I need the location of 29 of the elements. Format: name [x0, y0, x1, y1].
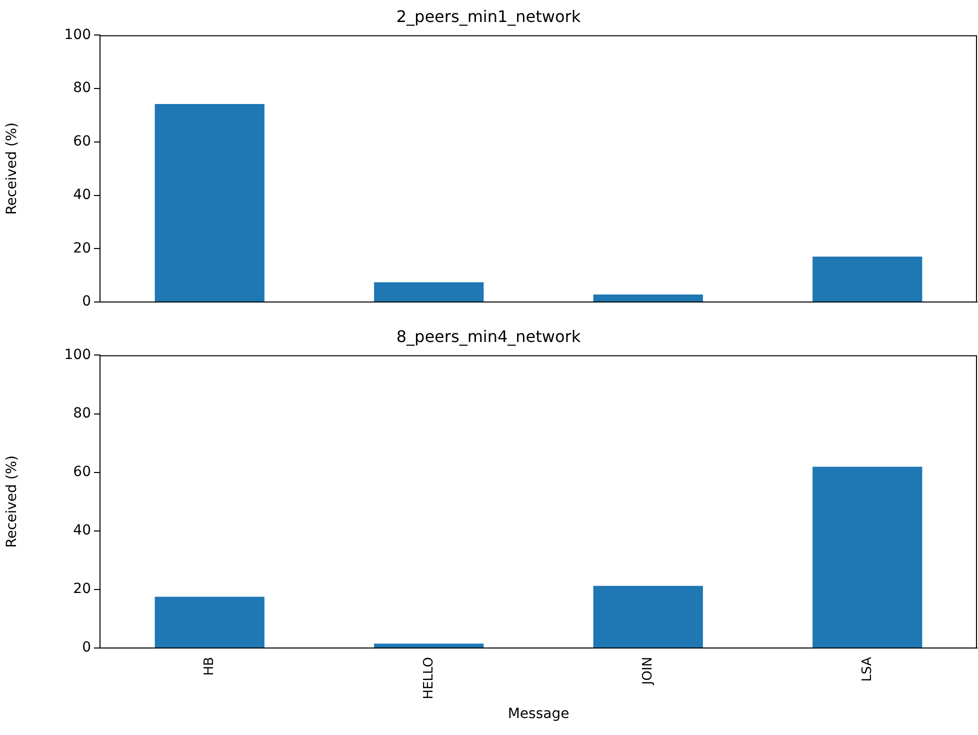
y-tick-label: 60 — [73, 464, 91, 480]
x-tick-label: HELLO — [421, 656, 436, 700]
x-tick-label: LSA — [860, 656, 875, 682]
y-tick-label: 0 — [82, 294, 91, 310]
bar — [593, 586, 703, 648]
y-tick-label: 0 — [82, 640, 91, 656]
y-tick-label: 100 — [64, 26, 91, 43]
bar — [593, 294, 703, 302]
y-axis-title: Received (%) — [4, 455, 20, 548]
x-tick-label: JOIN — [640, 656, 656, 686]
y-tick-label: 100 — [64, 346, 91, 363]
y-tick-label: 20 — [73, 240, 91, 256]
y-tick-label: 80 — [73, 80, 91, 96]
bar — [374, 644, 484, 648]
y-tick-label: 40 — [73, 186, 91, 203]
y-axis-title: Received (%) — [4, 122, 20, 215]
bar — [374, 282, 484, 302]
bar — [154, 104, 264, 302]
bar — [154, 596, 264, 648]
y-tick-label: 20 — [73, 581, 91, 598]
y-tick-label: 80 — [73, 405, 91, 422]
chart-title: 8_peers_min4_network — [396, 326, 582, 346]
x-axis-title: Message — [508, 706, 570, 722]
y-tick-label: 60 — [73, 134, 91, 150]
bar — [812, 256, 922, 302]
bar — [812, 466, 922, 648]
x-tick-label: HB — [202, 656, 217, 676]
chart-title: 2_peers_min1_network — [396, 6, 582, 26]
y-tick-label: 40 — [73, 522, 91, 538]
